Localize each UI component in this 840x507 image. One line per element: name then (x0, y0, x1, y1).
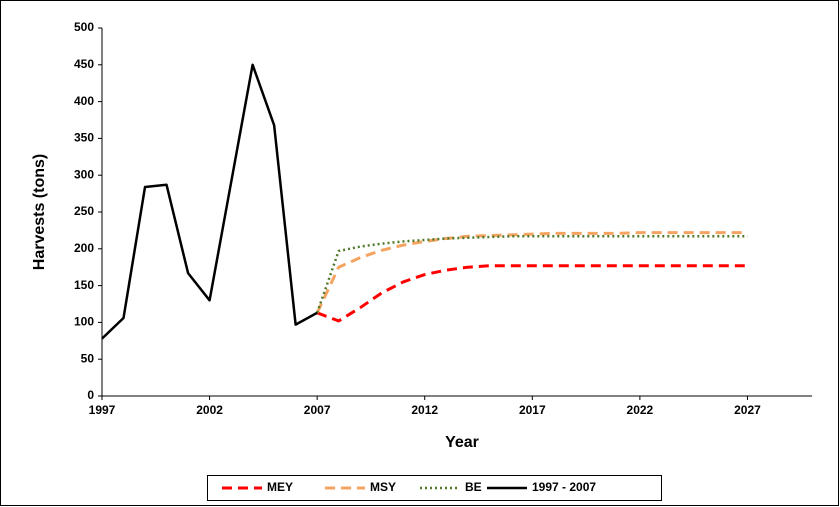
series-line (315, 235, 748, 314)
legend-label: MEY (267, 480, 293, 494)
legend-label: 1997 - 2007 (532, 480, 596, 494)
series-line (315, 231, 748, 314)
legend-label: MSY (370, 480, 396, 494)
x-tick-label: 2022 (627, 403, 654, 417)
x-tick-label: 2027 (734, 403, 761, 417)
y-tick-label: 150 (74, 278, 94, 292)
y-tick-label: 100 (74, 315, 94, 329)
x-tick-label: 2002 (196, 403, 223, 417)
x-tick-label: 2007 (304, 403, 331, 417)
x-tick-label: 2012 (411, 403, 438, 417)
y-tick-label: 400 (74, 94, 94, 108)
legend-box (207, 475, 662, 501)
y-axis-label: Harvests (tons) (31, 154, 48, 270)
y-tick-label: 500 (74, 20, 94, 34)
y-tick-label: 200 (74, 241, 94, 255)
y-tick-label: 300 (74, 167, 94, 181)
x-tick-label: 2017 (519, 403, 546, 417)
y-tick-label: 350 (74, 131, 94, 145)
series-line (316, 264, 748, 323)
x-axis-label: Year (445, 434, 479, 451)
y-tick-label: 450 (74, 57, 94, 71)
y-tick-label: 50 (81, 351, 95, 365)
series-line (101, 63, 318, 340)
legend-label: BE (465, 480, 482, 494)
y-tick-label: 250 (74, 204, 94, 218)
x-tick-label: 1997 (89, 403, 116, 417)
y-tick-label: 0 (87, 388, 94, 402)
